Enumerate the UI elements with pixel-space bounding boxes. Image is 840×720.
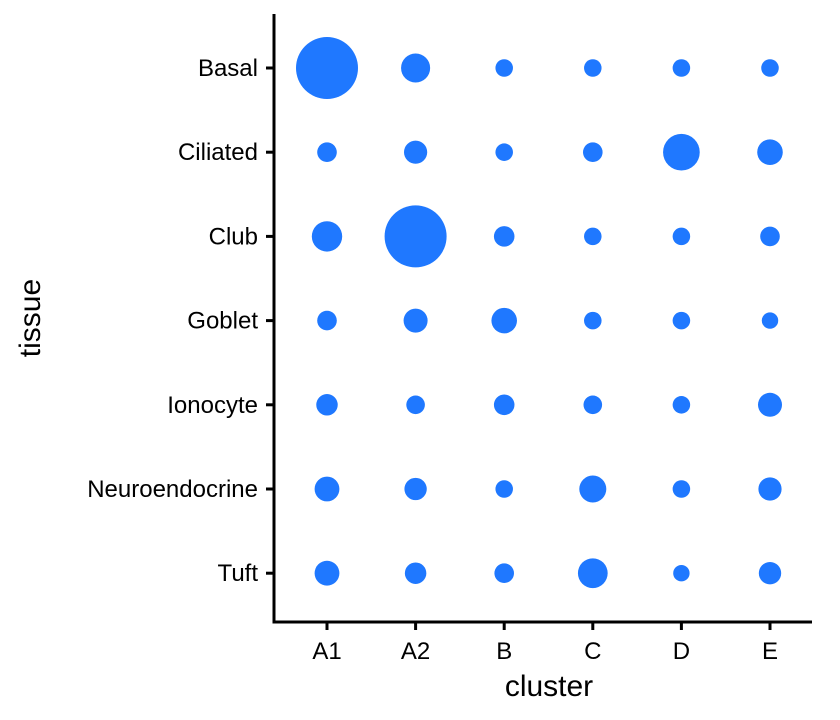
dot-point xyxy=(403,308,428,333)
dot-point xyxy=(495,480,513,498)
y-tick-label: Ionocyte xyxy=(167,392,258,419)
dot-point xyxy=(672,227,691,246)
labels-layer: cluster tissue xyxy=(14,279,593,703)
y-tick-label: Ciliated xyxy=(178,139,258,166)
y-tick-label: Goblet xyxy=(187,308,258,335)
x-tick-label: E xyxy=(762,638,778,665)
dot-point xyxy=(673,565,690,582)
dot-point xyxy=(491,307,517,334)
y-tick-label: Club xyxy=(209,223,258,250)
dot-point xyxy=(672,480,691,498)
dot-point xyxy=(404,477,427,501)
dot-point xyxy=(758,477,782,501)
dot-point xyxy=(761,312,779,329)
dot-point xyxy=(495,143,513,161)
x-tick-label: B xyxy=(496,638,512,665)
dot-point xyxy=(757,139,783,165)
x-tick-label: A2 xyxy=(401,638,430,665)
dot-point xyxy=(577,558,608,589)
dot-point xyxy=(672,59,691,77)
dot-point xyxy=(317,310,337,331)
dot-point xyxy=(583,142,603,162)
dot-point xyxy=(384,205,447,268)
x-tick-label: C xyxy=(584,638,601,665)
dot-point xyxy=(316,394,338,416)
dot-point xyxy=(495,59,513,77)
dot-point xyxy=(757,392,783,417)
dot-point xyxy=(579,475,607,503)
axes-layer xyxy=(272,14,812,624)
y-axis-title: tissue xyxy=(14,279,47,357)
dot-point xyxy=(584,59,602,77)
ticks-layer: A1 A2 B C D E Basal Ciliated Club Goblet Ionocyte N… xyxy=(87,55,778,665)
dot-point xyxy=(583,395,603,415)
dot-point xyxy=(404,140,428,164)
dot-point xyxy=(314,560,340,586)
dot-point xyxy=(494,563,514,583)
x-axis-title: cluster xyxy=(505,670,593,703)
y-tick-label: Neuroendocrine xyxy=(87,476,258,503)
dot-point xyxy=(663,133,700,171)
dot-point xyxy=(761,59,779,77)
dot-point xyxy=(493,394,515,416)
dot-point xyxy=(296,37,358,99)
y-tick-label: Tuft xyxy=(218,560,259,587)
dot-point xyxy=(584,227,602,246)
points-layer xyxy=(296,37,783,589)
dot-point xyxy=(404,562,427,584)
dot-point xyxy=(672,311,691,330)
dot-point xyxy=(401,53,431,83)
y-tick-label: Basal xyxy=(198,55,258,82)
dot-point xyxy=(493,226,515,247)
dot-point xyxy=(314,476,340,502)
x-tick-label: D xyxy=(673,638,690,665)
dot-point xyxy=(760,226,780,247)
dot-point xyxy=(672,396,691,414)
dot-point xyxy=(584,311,602,330)
dot-point xyxy=(758,562,782,585)
dot-point xyxy=(406,395,425,415)
dot-point xyxy=(311,221,343,252)
dot-point xyxy=(317,142,337,162)
x-tick-label: A1 xyxy=(312,638,341,665)
